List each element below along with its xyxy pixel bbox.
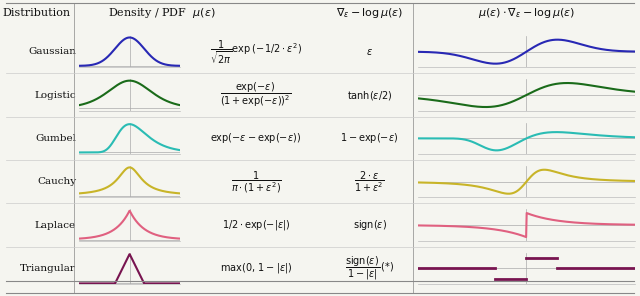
Text: $\max(0,\, 1 - |\epsilon|)$: $\max(0,\, 1 - |\epsilon|)$ [220, 261, 292, 275]
Text: Cauchy: Cauchy [37, 177, 76, 186]
Text: $\exp(-\epsilon - \exp(-\epsilon))$: $\exp(-\epsilon - \exp(-\epsilon))$ [211, 131, 301, 145]
Text: Distribution: Distribution [3, 9, 71, 18]
Text: $\mu(\epsilon) \cdot \nabla_\epsilon - \log \mu(\epsilon)$: $\mu(\epsilon) \cdot \nabla_\epsilon - \… [478, 7, 575, 20]
Text: Laplace: Laplace [35, 221, 76, 230]
Text: $\tanh(\epsilon/2)$: $\tanh(\epsilon/2)$ [347, 89, 392, 102]
Text: $1/2 \cdot \exp(-|\epsilon|)$: $1/2 \cdot \exp(-|\epsilon|)$ [221, 218, 291, 232]
Text: Gumbel: Gumbel [35, 134, 76, 143]
Text: $\dfrac{1}{\sqrt{2\pi}} \exp\left(-\,1/2 \cdot \epsilon^2\right)$: $\dfrac{1}{\sqrt{2\pi}} \exp\left(-\,1/2… [210, 38, 302, 65]
Text: $1 - \exp(-\epsilon)$: $1 - \exp(-\epsilon)$ [340, 131, 399, 145]
Text: $\dfrac{\exp(-\epsilon)}{(1+\exp(-\epsilon))^2}$: $\dfrac{\exp(-\epsilon)}{(1+\exp(-\epsil… [220, 81, 292, 110]
Text: Density / PDF  $\mu(\epsilon)$: Density / PDF $\mu(\epsilon)$ [108, 7, 216, 20]
Text: $\nabla_\epsilon - \log \mu(\epsilon)$: $\nabla_\epsilon - \log \mu(\epsilon)$ [336, 7, 403, 20]
Text: Gaussian: Gaussian [28, 47, 76, 56]
Text: Triangular: Triangular [20, 264, 76, 273]
Text: $\mathrm{sign}(\epsilon)$: $\mathrm{sign}(\epsilon)$ [353, 218, 387, 232]
Text: $\dfrac{1}{\pi \cdot (1+\epsilon^2)}$: $\dfrac{1}{\pi \cdot (1+\epsilon^2)}$ [230, 169, 282, 195]
Text: $\dfrac{\mathrm{sign}(\epsilon)}{1 - |\epsilon|}\,(*)$: $\dfrac{\mathrm{sign}(\epsilon)}{1 - |\e… [345, 255, 394, 282]
Text: $\dfrac{2 \cdot \epsilon}{1 + \epsilon^2}$: $\dfrac{2 \cdot \epsilon}{1 + \epsilon^2… [355, 169, 385, 194]
Text: $\epsilon$: $\epsilon$ [366, 47, 373, 57]
Text: Logistic: Logistic [35, 91, 76, 99]
